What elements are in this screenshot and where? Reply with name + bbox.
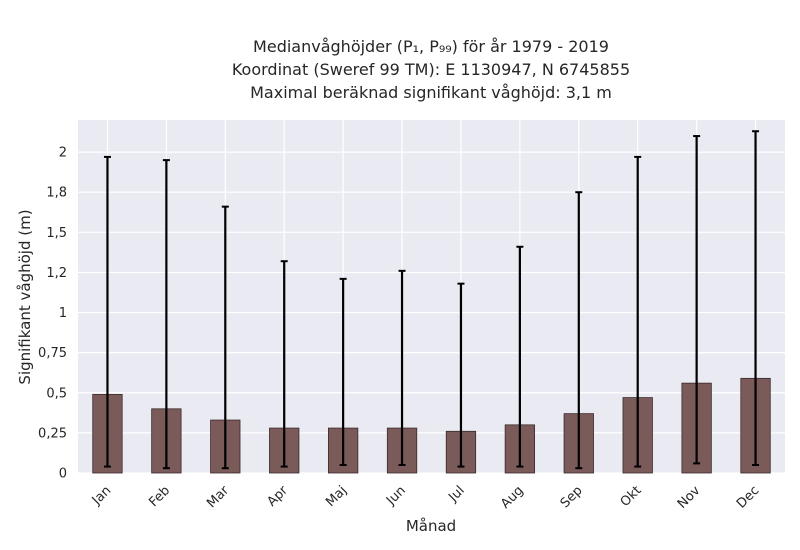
plot-area <box>78 120 785 473</box>
x-tick-labels: Jan Feb Mar Apr Maj Jun Jul Aug Sep Okt Nov Dec <box>89 483 763 512</box>
title-line-1: Medianvåghöjder (P₁, P₉₉) för år 1979 - … <box>253 37 609 56</box>
y-tick-label: 0,5 <box>46 386 67 401</box>
error-bar-maj <box>339 277 347 466</box>
y-tick-label: 0 <box>59 467 67 482</box>
y-tick-label: 0,25 <box>38 426 67 441</box>
y-tick-label: 1,2 <box>46 266 67 281</box>
x-tick-label: Jul <box>445 483 467 505</box>
y-tick-label: 1,5 <box>46 226 67 241</box>
error-bar-aug <box>516 245 524 468</box>
error-bar-sep <box>575 191 583 470</box>
chart-title: Medianvåghöjder (P₁, P₉₉) för år 1979 - … <box>232 37 630 102</box>
x-tick-label: Jun <box>383 483 409 509</box>
x-tick-label: Jan <box>89 483 114 508</box>
x-tick-label: Mar <box>204 483 232 511</box>
y-tick-label: 1,8 <box>46 186 67 201</box>
x-tick-label: Nov <box>675 483 704 512</box>
x-tick-label: Sep <box>558 483 586 511</box>
error-bar-apr <box>280 260 288 468</box>
error-bar-jun <box>398 269 406 466</box>
x-tick-label: Dec <box>734 483 762 511</box>
error-bar-nov <box>693 135 701 465</box>
x-tick-label: Okt <box>618 483 645 510</box>
y-axis-label: Signifikant våghöjd (m) <box>16 209 34 384</box>
error-bar-jan <box>103 155 111 468</box>
title-line-3: Maximal beräknad signifikant våghöjd: 3,… <box>250 83 612 102</box>
x-tick-label: Aug <box>498 483 527 512</box>
x-tick-label: Feb <box>146 483 173 510</box>
title-line-2: Koordinat (Sweref 99 TM): E 1130947, N 6… <box>232 60 630 79</box>
error-bar-dec <box>752 130 760 466</box>
x-axis-label: Månad <box>406 517 456 535</box>
y-tick-label: 0,75 <box>38 346 67 361</box>
error-bars <box>103 130 760 470</box>
error-bar-jul <box>457 282 465 468</box>
error-bar-mar <box>221 205 229 470</box>
error-bar-feb <box>162 159 170 470</box>
y-tick-label: 2 <box>59 146 67 161</box>
error-bar-okt <box>634 155 642 468</box>
x-tick-label: Apr <box>265 483 292 510</box>
x-tick-label: Maj <box>323 483 350 510</box>
y-tick-label: 1 <box>59 306 67 321</box>
y-tick-labels: 0 0,25 0,5 0,75 1 1,2 1,5 1,8 2 <box>38 146 67 482</box>
